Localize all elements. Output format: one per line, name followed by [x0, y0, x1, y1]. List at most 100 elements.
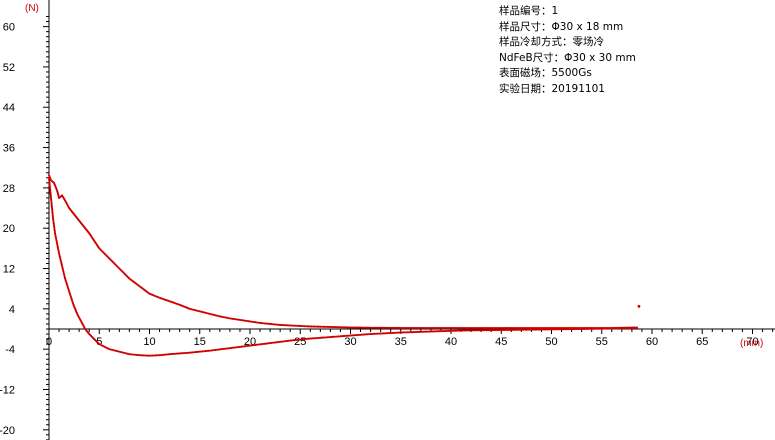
- data-point: [528, 326, 531, 330]
- data-point: [483, 329, 486, 332]
- y-tick-label: 12: [3, 264, 15, 276]
- data-point: [525, 326, 528, 330]
- data-point: [498, 328, 501, 332]
- data-point: [573, 328, 576, 331]
- y-tick-label: 44: [3, 102, 15, 114]
- data-point: [474, 329, 477, 332]
- data-point: [471, 329, 475, 332]
- data-point: [540, 328, 543, 331]
- data-point: [402, 326, 405, 330]
- sample-number-line: 样品编号：1: [499, 5, 559, 17]
- data-point: [419, 326, 422, 330]
- data-point: [504, 326, 507, 330]
- data-point: [522, 326, 525, 330]
- data-point: [568, 328, 571, 331]
- data-point: [415, 326, 418, 330]
- data-points: [47, 174, 641, 357]
- data-point: [458, 326, 461, 330]
- data-point: [546, 326, 549, 330]
- data-point: [634, 326, 637, 330]
- y-tick-label: 28: [3, 183, 15, 195]
- data-point: [561, 328, 564, 331]
- data-point: [509, 328, 512, 331]
- data-point: [549, 328, 552, 331]
- data-point: [482, 329, 485, 332]
- data-point: [464, 329, 467, 332]
- data-point: [470, 326, 473, 330]
- data-point: [518, 328, 521, 331]
- data-point: [506, 328, 509, 331]
- data-point: [497, 329, 500, 332]
- data-point: [562, 328, 565, 331]
- data-point: [468, 329, 472, 332]
- data-point: [467, 329, 470, 332]
- sample-info-block: 样品编号：1 样品尺寸：Φ30 x 18 mm 样品冷却方式：零场冷 NdFeB…: [499, 4, 636, 97]
- data-point: [524, 326, 527, 330]
- x-tick-label: 0: [46, 336, 52, 348]
- data-point: [518, 326, 521, 330]
- data-point: [537, 326, 540, 330]
- data-point: [538, 328, 542, 331]
- data-point: [543, 328, 546, 331]
- y-tick-label: -4: [5, 344, 15, 356]
- data-point: [461, 326, 464, 330]
- data-point: [513, 326, 516, 330]
- data-point: [567, 328, 570, 331]
- data-point: [429, 326, 432, 330]
- data-point: [544, 326, 547, 330]
- y-tick-label: 60: [3, 22, 15, 34]
- data-point: [503, 328, 506, 332]
- data-point: [541, 328, 544, 331]
- data-point: [486, 329, 489, 332]
- cooling-method-line: 样品冷却方式：零场冷: [499, 36, 604, 48]
- data-point: [506, 326, 509, 330]
- data-point: [460, 329, 463, 332]
- data-point: [627, 327, 630, 330]
- data-point: [516, 326, 519, 330]
- data-point: [494, 326, 497, 330]
- data-point: [637, 304, 641, 308]
- data-point: [462, 329, 466, 332]
- data-point: [527, 326, 530, 330]
- x-tick-label: 50: [545, 336, 557, 348]
- data-point: [541, 326, 544, 330]
- data-point: [473, 326, 476, 330]
- axes: [48, 0, 775, 440]
- data-point: [553, 328, 556, 331]
- data-point: [510, 326, 513, 330]
- data-point: [428, 326, 431, 330]
- data-point: [491, 326, 494, 330]
- data-point: [448, 326, 451, 330]
- data-point: [510, 328, 513, 331]
- data-point: [613, 327, 616, 330]
- data-point: [625, 327, 628, 330]
- data-point: [489, 329, 492, 332]
- data-point: [535, 326, 539, 330]
- data-point: [635, 326, 638, 330]
- y-tick-label: -12: [0, 384, 15, 396]
- data-point: [621, 327, 624, 330]
- data-point: [527, 328, 530, 331]
- sample-size-line: 样品尺寸：Φ30 x 18 mm: [499, 20, 624, 33]
- data-point: [495, 329, 498, 332]
- data-point: [521, 328, 524, 331]
- data-point: [503, 326, 506, 330]
- data-point: [624, 327, 627, 330]
- y-tick-label: -20: [0, 425, 15, 437]
- data-point: [405, 326, 408, 330]
- x-tick-label: 10: [143, 336, 155, 348]
- data-point: [550, 328, 553, 331]
- data-point: [477, 329, 480, 332]
- data-point: [564, 328, 567, 331]
- data-point: [435, 326, 438, 330]
- data-point: [482, 326, 485, 330]
- data-point: [532, 326, 536, 330]
- data-point: [528, 328, 531, 331]
- data-point: [500, 328, 503, 332]
- data-point: [471, 326, 475, 330]
- data-point: [612, 327, 615, 330]
- data-point: [479, 329, 482, 332]
- data-point: [422, 326, 425, 330]
- y-tick-label: 52: [3, 62, 15, 74]
